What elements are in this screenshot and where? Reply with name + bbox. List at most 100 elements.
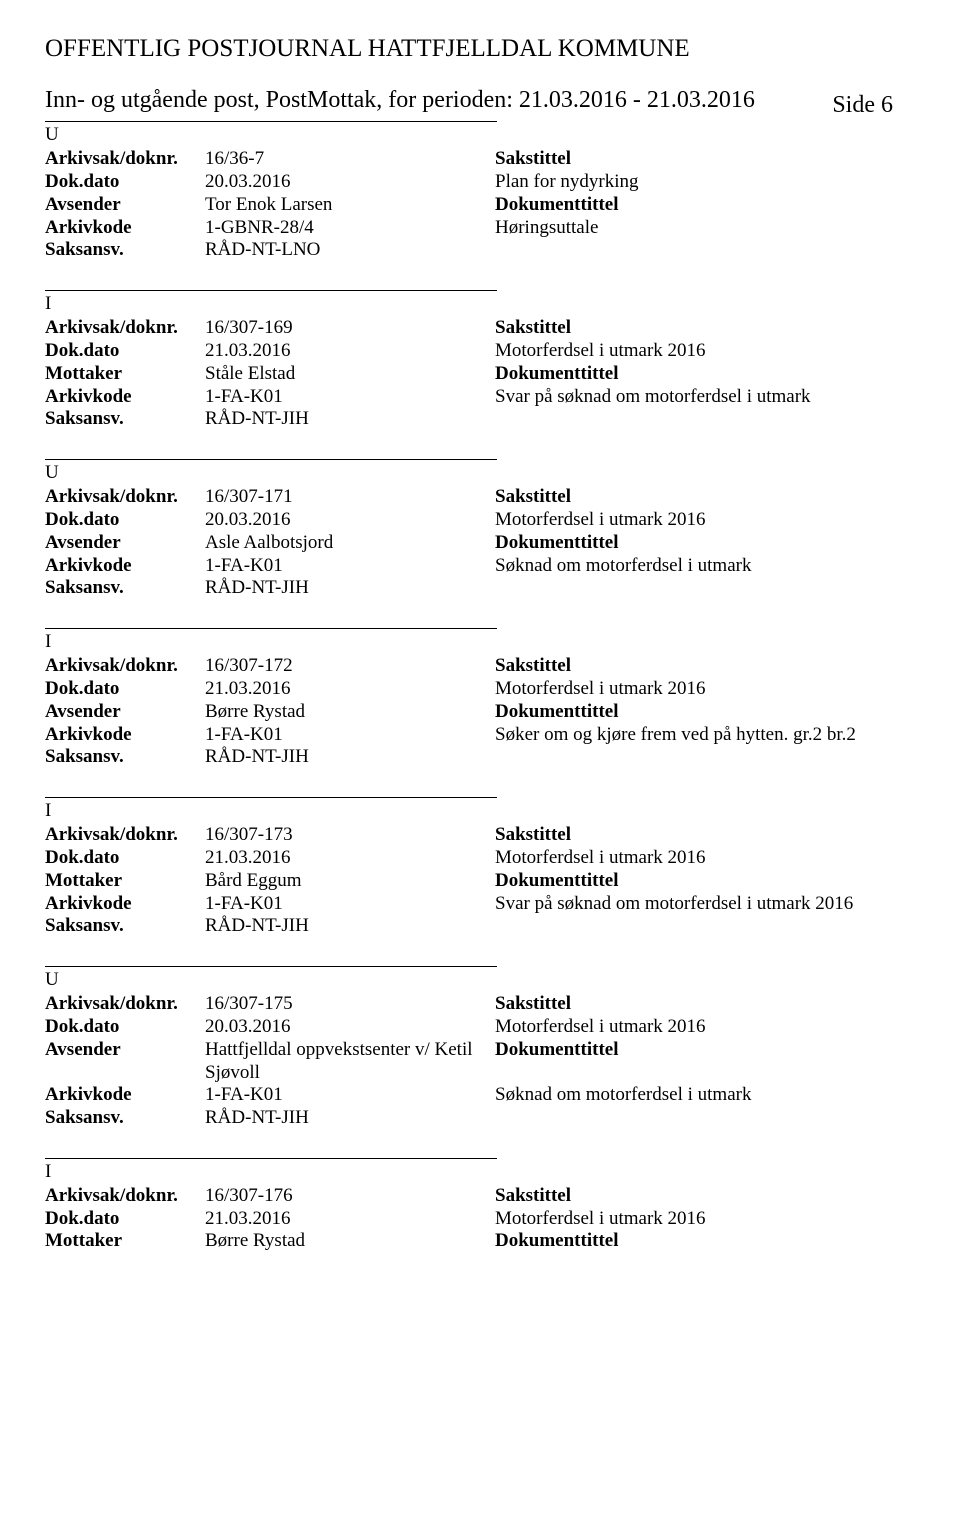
arkivkode-label: Arkivkode	[45, 1084, 205, 1107]
sakstittel-label: Sakstittel	[495, 1185, 571, 1208]
saksansv-label: Saksansv.	[45, 408, 205, 431]
arkivsak-value: 16/307-169	[205, 317, 495, 340]
party-label: Avsender	[45, 701, 205, 724]
party-value: Tor Enok Larsen	[205, 194, 495, 217]
dokumenttittel-label: Dokumenttittel	[495, 1230, 618, 1253]
dokdato-value: 21.03.2016	[205, 847, 495, 870]
dokdato-value: 20.03.2016	[205, 1016, 495, 1039]
sakstittel-value: Motorferdsel i utmark 2016	[495, 340, 915, 363]
dokdato-value: 20.03.2016	[205, 509, 495, 532]
journal-entry: IArkivsak/doknr.16/307-173Sakstittel Dok.…	[45, 797, 915, 938]
party-label: Avsender	[45, 1039, 205, 1085]
arkivkode-value: 1-FA-K01	[205, 893, 495, 916]
dokumenttittel-label: Dokumenttittel	[495, 194, 618, 217]
entry-divider	[45, 459, 497, 460]
arkivsak-label: Arkivsak/doknr.	[45, 317, 205, 340]
party-value: Børre Rystad	[205, 1230, 495, 1253]
sakstittel-label: Sakstittel	[495, 317, 571, 340]
arkivkode-label: Arkivkode	[45, 893, 205, 916]
sakstittel-label: Sakstittel	[495, 148, 571, 171]
entry-divider	[45, 1158, 497, 1159]
sakstittel-value: Motorferdsel i utmark 2016	[495, 1208, 915, 1231]
saksansv-label: Saksansv.	[45, 239, 205, 262]
dokdato-label: Dok.dato	[45, 1208, 205, 1231]
arkivkode-label: Arkivkode	[45, 555, 205, 578]
sakstittel-value: Motorferdsel i utmark 2016	[495, 509, 915, 532]
journal-entry: UArkivsak/doknr.16/36-7Sakstittel Dok.dat…	[45, 121, 915, 262]
arkivkode-label: Arkivkode	[45, 724, 205, 747]
journal-entry: IArkivsak/doknr.16/307-172Sakstittel Dok.…	[45, 628, 915, 769]
header-title: OFFENTLIG POSTJOURNAL HATTFJELLDAL KOMMU…	[45, 35, 915, 63]
entry-type: U	[45, 124, 915, 146]
sakstittel-value: Motorferdsel i utmark 2016	[495, 847, 915, 870]
entry-type: U	[45, 969, 915, 991]
dokdato-value: 21.03.2016	[205, 340, 495, 363]
entry-divider	[45, 121, 497, 122]
dokumenttittel-label: Dokumenttittel	[495, 870, 618, 893]
sakstittel-label: Sakstittel	[495, 486, 571, 509]
arkivkode-label: Arkivkode	[45, 217, 205, 240]
dokumenttittel-value: Svar på søknad om motorferdsel i utmark …	[495, 893, 915, 916]
saksansv-value: RÅD-NT-JIH	[205, 1107, 495, 1130]
sakstittel-label: Sakstittel	[495, 993, 571, 1016]
saksansv-label: Saksansv.	[45, 746, 205, 769]
arkivsak-value: 16/307-171	[205, 486, 495, 509]
sakstittel-label: Sakstittel	[495, 655, 571, 678]
dokumenttittel-label: Dokumenttittel	[495, 532, 618, 555]
dokumenttittel-label: Dokumenttittel	[495, 701, 618, 724]
dokdato-value: 21.03.2016	[205, 1208, 495, 1231]
dokdato-label: Dok.dato	[45, 678, 205, 701]
arkivsak-value: 16/307-173	[205, 824, 495, 847]
dokumenttittel-value: Søker om og kjøre frem ved på hytten. gr…	[495, 724, 915, 747]
arkivkode-value: 1-GBNR-28/4	[205, 217, 495, 240]
arkivsak-label: Arkivsak/doknr.	[45, 1185, 205, 1208]
entry-type: I	[45, 631, 915, 653]
party-label: Avsender	[45, 532, 205, 555]
dokumenttittel-label: Dokumenttittel	[495, 363, 618, 386]
saksansv-value: RÅD-NT-JIH	[205, 408, 495, 431]
dokdato-value: 21.03.2016	[205, 678, 495, 701]
arkivsak-value: 16/36-7	[205, 148, 495, 171]
arkivsak-label: Arkivsak/doknr.	[45, 148, 205, 171]
journal-entry: IArkivsak/doknr.16/307-169SakstittelDok.…	[45, 290, 915, 431]
dokumenttittel-value: Svar på søknad om motorferdsel i utmark	[495, 386, 915, 409]
sakstittel-value: Motorferdsel i utmark 2016	[495, 678, 915, 701]
saksansv-value: RÅD-NT-JIH	[205, 915, 495, 938]
dokumenttittel-value: Høringsuttale	[495, 217, 915, 240]
entry-type: I	[45, 293, 915, 315]
saksansv-value: RÅD-NT-JIH	[205, 746, 495, 769]
party-value: Ståle Elstad	[205, 363, 495, 386]
party-label: Mottaker	[45, 363, 205, 386]
journal-entry: UArkivsak/doknr.16/307-171SakstittelDok.…	[45, 459, 915, 600]
arkivkode-value: 1-FA-K01	[205, 555, 495, 578]
saksansv-label: Saksansv.	[45, 1107, 205, 1130]
dokdato-label: Dok.dato	[45, 1016, 205, 1039]
entry-type: I	[45, 800, 915, 822]
saksansv-label: Saksansv.	[45, 577, 205, 600]
party-value: Bård Eggum	[205, 870, 495, 893]
dokumenttittel-value: Søknad om motorferdsel i utmark	[495, 1084, 915, 1107]
saksansv-label: Saksansv.	[45, 915, 205, 938]
entry-divider	[45, 797, 497, 798]
arkivkode-value: 1-FA-K01	[205, 386, 495, 409]
dokdato-label: Dok.dato	[45, 171, 205, 194]
entry-type: U	[45, 462, 915, 484]
party-label: Mottaker	[45, 1230, 205, 1253]
arkivkode-value: 1-FA-K01	[205, 724, 495, 747]
arkivkode-label: Arkivkode	[45, 386, 205, 409]
arkivsak-label: Arkivsak/doknr.	[45, 993, 205, 1016]
arkivsak-label: Arkivsak/doknr.	[45, 824, 205, 847]
dokdato-value: 20.03.2016	[205, 171, 495, 194]
sakstittel-label: Sakstittel	[495, 824, 571, 847]
dokumenttittel-label: Dokumenttittel	[495, 1039, 618, 1085]
dokdato-label: Dok.dato	[45, 847, 205, 870]
dokdato-label: Dok.dato	[45, 509, 205, 532]
arkivsak-label: Arkivsak/doknr.	[45, 655, 205, 678]
saksansv-value: RÅD-NT-JIH	[205, 577, 495, 600]
entry-type: I	[45, 1161, 915, 1183]
party-label: Avsender	[45, 194, 205, 217]
entry-divider	[45, 628, 497, 629]
journal-entry: IArkivsak/doknr.16/307-176SakstittelDok.…	[45, 1158, 915, 1253]
arkivsak-value: 16/307-172	[205, 655, 495, 678]
dokumenttittel-value: Søknad om motorferdsel i utmark	[495, 555, 915, 578]
